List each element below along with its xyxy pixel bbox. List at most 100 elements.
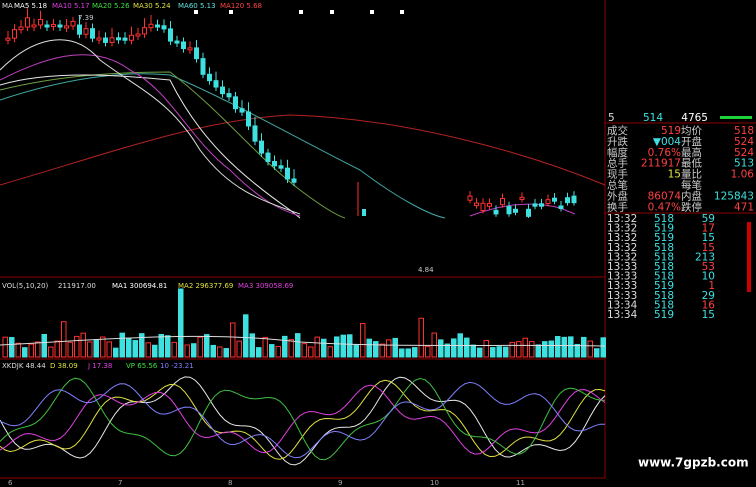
candle-body bbox=[278, 165, 284, 169]
candle-body bbox=[246, 111, 251, 127]
candle-body bbox=[487, 203, 492, 207]
volume-bar bbox=[93, 339, 99, 358]
kdj-legend: XKDJK 48.44 bbox=[2, 362, 46, 370]
volume-bar bbox=[87, 341, 93, 358]
candle-body bbox=[194, 47, 199, 60]
volume-bar bbox=[113, 347, 119, 358]
volume-bar bbox=[210, 344, 216, 358]
candle-body bbox=[265, 152, 271, 163]
candle-body bbox=[545, 199, 551, 204]
volume-bar bbox=[451, 338, 457, 358]
volume-bar bbox=[275, 345, 281, 358]
candle-body bbox=[467, 195, 473, 201]
candle-body bbox=[207, 73, 212, 82]
volume-bar bbox=[165, 335, 171, 358]
volume-bar bbox=[405, 348, 411, 358]
volume-bar bbox=[282, 335, 288, 358]
volume-bar bbox=[581, 336, 587, 358]
quote-header: 5 bbox=[608, 112, 615, 124]
volume-bar bbox=[399, 348, 405, 358]
volume-bar bbox=[61, 321, 67, 358]
volume-bar bbox=[217, 346, 223, 358]
quote-label: 成交 bbox=[607, 124, 628, 137]
tick-price: 518 bbox=[654, 299, 674, 311]
tick-time: 13:34 bbox=[607, 309, 638, 321]
volume-bar bbox=[15, 342, 21, 358]
volume-bar bbox=[366, 338, 372, 358]
quote-label: 升跌 bbox=[607, 135, 628, 148]
tick-price: 518 bbox=[654, 271, 674, 283]
candle-body bbox=[57, 24, 63, 28]
volume-bar bbox=[35, 341, 41, 358]
kdj-legend: J 17.38 bbox=[87, 362, 112, 370]
volume-bar bbox=[561, 336, 567, 358]
tick-time: 13:32 bbox=[607, 223, 637, 235]
volume-bar bbox=[106, 341, 112, 358]
volume-bar bbox=[236, 340, 242, 358]
volume-bar bbox=[503, 346, 509, 358]
vol-legend: MA1 300694.81 bbox=[112, 282, 167, 290]
quote-label: 均价 bbox=[681, 125, 702, 137]
volume-bar bbox=[379, 343, 385, 358]
quote-label: 开盘 bbox=[681, 135, 702, 148]
volume-bar bbox=[74, 335, 80, 358]
candle-body bbox=[200, 58, 206, 75]
candle-body bbox=[148, 23, 154, 29]
ma-legend: MA10 5.17 bbox=[52, 2, 90, 10]
ma-lines bbox=[0, 39, 606, 219]
candle-body bbox=[239, 108, 245, 113]
volume-bar bbox=[496, 346, 502, 358]
candle-body bbox=[565, 197, 570, 204]
volume-bar bbox=[340, 334, 346, 358]
x-axis-label: 6 bbox=[8, 479, 13, 487]
kdj-lines bbox=[0, 376, 606, 466]
volume-bar bbox=[490, 347, 496, 358]
kdj-legend: VP 65.56 bbox=[126, 362, 158, 370]
tick-price: 518 bbox=[654, 213, 674, 225]
candle-body bbox=[181, 41, 186, 50]
candle-body bbox=[493, 209, 499, 215]
tick-time: 13:33 bbox=[607, 290, 637, 302]
volume-bar bbox=[171, 341, 177, 358]
volume-bar bbox=[412, 347, 418, 358]
tick-time: 13:32 bbox=[607, 242, 637, 254]
candle-body bbox=[12, 29, 17, 39]
volume-bar bbox=[600, 337, 606, 358]
tick-time: 13:34 bbox=[607, 299, 638, 311]
vol-legend: 211917.00 bbox=[58, 282, 96, 290]
kdj-legend: D 38.09 bbox=[50, 362, 78, 370]
volume-bar bbox=[327, 346, 333, 358]
volume-bar bbox=[28, 343, 34, 358]
candle-body bbox=[161, 25, 167, 30]
candle-body bbox=[474, 202, 479, 207]
watermark: www.7gpzb.com bbox=[638, 456, 749, 470]
quote-label: 量比 bbox=[681, 168, 702, 181]
volume-bar bbox=[197, 336, 203, 358]
candle-body bbox=[519, 196, 525, 200]
tick-volume: 16 bbox=[702, 299, 716, 311]
vol-legend: VOL(5,10,20) bbox=[2, 282, 49, 290]
ma-legend: MA30 5.24 bbox=[133, 2, 171, 10]
candle-body bbox=[526, 208, 531, 217]
volume-bar bbox=[191, 343, 197, 358]
tick-volume: 213 bbox=[695, 251, 715, 263]
candle-body bbox=[5, 37, 11, 41]
volume-bar bbox=[67, 341, 73, 358]
tick-price: 518 bbox=[654, 251, 674, 263]
x-axis-label: 7 bbox=[118, 479, 122, 487]
tick-time: 13:32 bbox=[607, 251, 637, 263]
candle-body bbox=[187, 47, 193, 51]
candle-body bbox=[362, 209, 366, 216]
kdj-line bbox=[0, 377, 606, 461]
volume-bar bbox=[418, 317, 424, 358]
volume-bar bbox=[54, 340, 60, 358]
volume-bar bbox=[223, 348, 229, 358]
candle-body bbox=[220, 86, 225, 95]
quote-label: 最低 bbox=[681, 157, 702, 170]
tick-time: 13:32 bbox=[607, 213, 637, 225]
quote-value: 86074 bbox=[648, 190, 682, 202]
quote-value: 471 bbox=[734, 201, 754, 213]
volume-bar bbox=[158, 333, 164, 358]
tick-time: 13:33 bbox=[607, 280, 637, 292]
